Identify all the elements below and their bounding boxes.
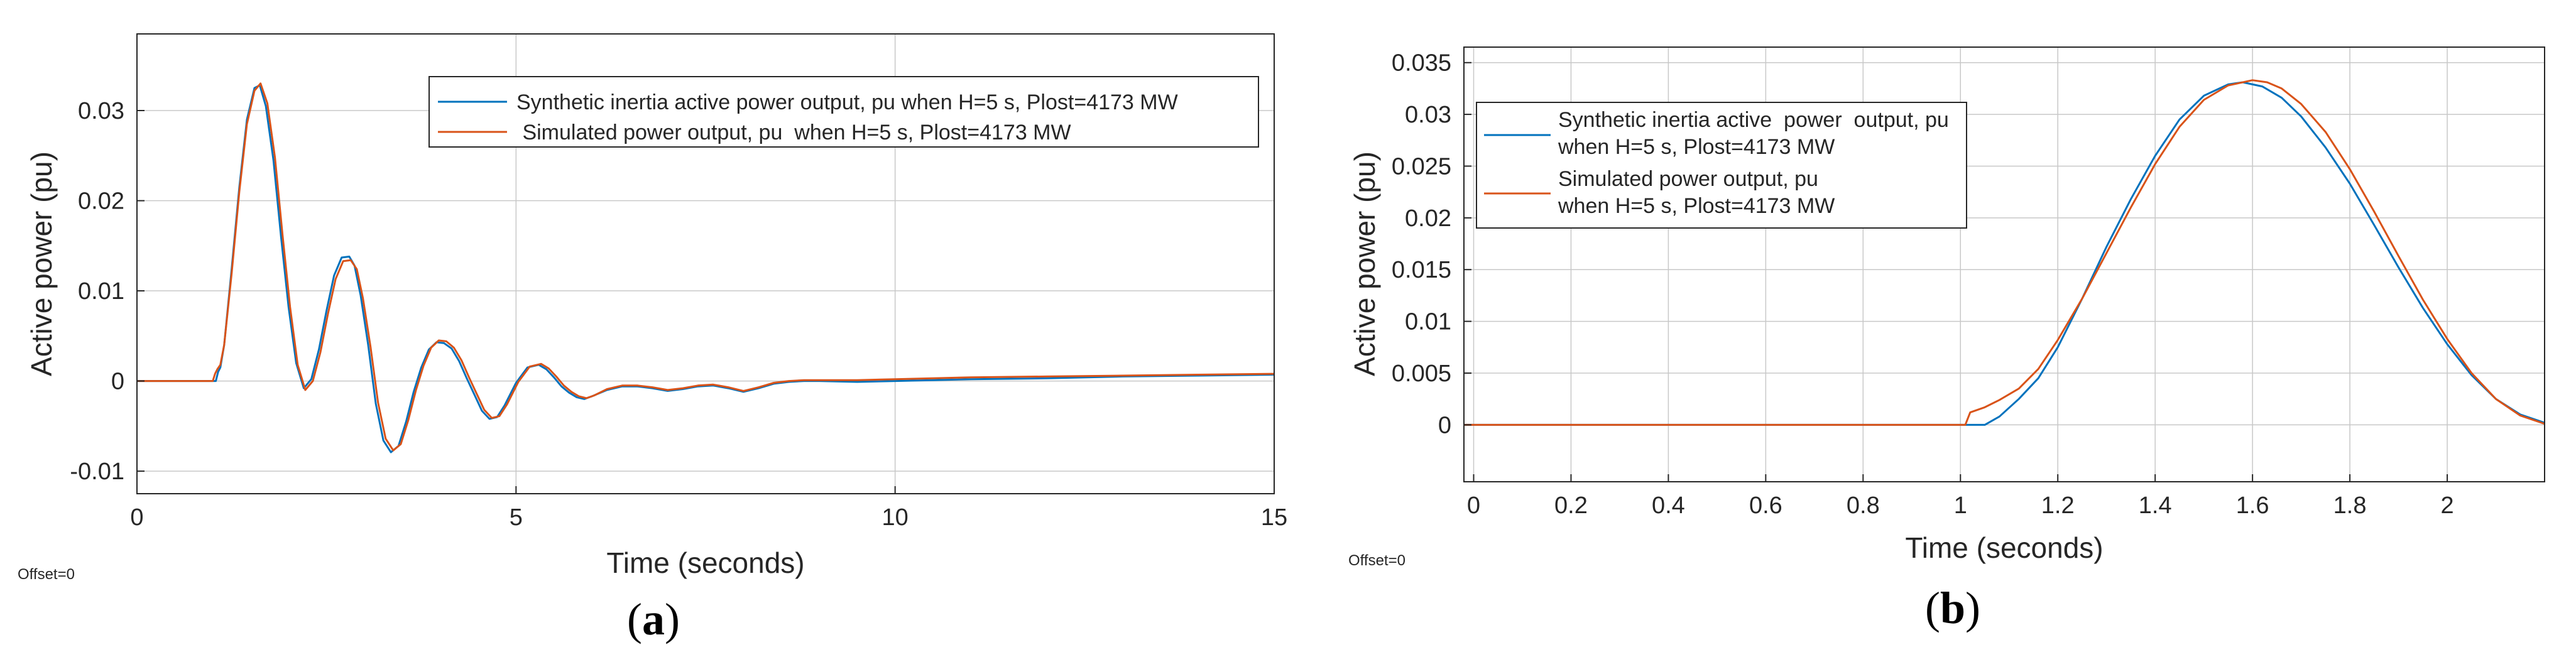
offset-label-a: Offset=0 xyxy=(18,566,75,583)
plot-frame-b xyxy=(1463,46,2545,482)
y-tick-label-b: 0.02 xyxy=(1405,205,1451,232)
legend-label-b-series-2-line-1: Simulated power output, pu xyxy=(1558,167,1818,191)
x-tick-label-b: 0.4 xyxy=(1652,492,1685,519)
panel-caption-a: (a) xyxy=(627,594,680,644)
y-tick-label-a: 0.02 xyxy=(78,188,124,215)
x-tick-label-b: 1.8 xyxy=(2333,492,2367,519)
legend-box-a xyxy=(428,76,1259,148)
x-tick-label-b: 0.6 xyxy=(1749,492,1782,519)
legend-label-b-series-1-line-1: Synthetic inertia active power output, p… xyxy=(1558,108,1949,132)
y-axis-title-a: Active power (pu) xyxy=(25,151,58,376)
x-tick-label-a: 5 xyxy=(510,504,523,531)
series-lines-b xyxy=(1464,79,2545,426)
x-tick-label-a: 0 xyxy=(130,504,143,531)
x-tick-label-a: 10 xyxy=(882,504,909,531)
y-tick-labels-a: -0.01 0 0.01 0.02 0.03 xyxy=(70,98,145,485)
y-tick-label-b: 0.035 xyxy=(1392,50,1451,77)
series-lines-a xyxy=(137,82,1275,453)
series-line-a-2 xyxy=(137,82,1275,452)
legend-box-b xyxy=(1476,102,1967,229)
x-tick-label-b: 0.2 xyxy=(1554,492,1588,519)
x-tick-label-b: 1 xyxy=(1954,492,1967,519)
legend-label-a-series-2: Simulated power output, pu when H=5 s, P… xyxy=(516,121,1071,144)
x-axis-title-a: Time (seconds) xyxy=(606,546,804,579)
x-tick-label-b: 1.4 xyxy=(2139,492,2172,519)
y-tick-label-b: 0.025 xyxy=(1392,153,1451,180)
legend-label-a-series-1: Synthetic inertia active power output, p… xyxy=(516,90,1178,114)
x-tick-label-a: 15 xyxy=(1261,504,1287,531)
legend-label-b-series-2-line-2: when H=5 s, Plost=4173 MW xyxy=(1558,194,1835,218)
y-tick-label-a: 0.03 xyxy=(78,98,124,124)
legend-b: Synthetic inertia active power output, p… xyxy=(1476,102,1967,229)
x-tick-label-b: 0 xyxy=(1467,492,1480,519)
x-tick-label-b: 1.6 xyxy=(2236,492,2269,519)
offset-label-b: Offset=0 xyxy=(1348,552,1405,569)
y-tick-label-b: 0.01 xyxy=(1405,309,1451,335)
x-tick-label-b: 1.2 xyxy=(2041,492,2075,519)
panel-caption-b: (b) xyxy=(1925,583,1980,633)
y-tick-label-b: 0 xyxy=(1438,412,1451,438)
x-tick-label-b: 2 xyxy=(2440,492,2453,519)
x-tick-labels-b: 0 0.2 0.4 0.6 0.8 1 1.2 1.4 1.6 1.8 2 xyxy=(1467,474,2454,519)
series-line-b-1 xyxy=(1464,81,2545,426)
y-tick-label-b: 0.005 xyxy=(1392,361,1451,387)
series-line-b-2 xyxy=(1464,79,2545,426)
chart-panel-b: 0 0.2 0.4 0.6 0.8 1 1.2 1.4 1.6 1.8 2 0 0.005 0.01 0.… xyxy=(1348,46,2545,633)
x-tick-labels-a: 0 5 10 15 xyxy=(130,486,1287,531)
y-tick-label-b: 0.015 xyxy=(1392,257,1451,283)
y-axis-title-b: Active power (pu) xyxy=(1348,151,1381,376)
y-tick-label-a: 0 xyxy=(111,369,124,395)
y-tick-label-a: -0.01 xyxy=(70,459,124,485)
plot-frame-a xyxy=(136,33,1275,494)
y-tick-label-a: 0.01 xyxy=(78,278,124,305)
x-axis-title-b: Time (seconds) xyxy=(1905,531,2103,564)
y-tick-label-b: 0.03 xyxy=(1405,102,1451,128)
legend-label-b-series-1-line-2: when H=5 s, Plost=4173 MW xyxy=(1558,135,1835,159)
legend-a: Synthetic inertia active power output, p… xyxy=(428,76,1259,148)
panel-letter-b: b xyxy=(1940,583,1965,633)
x-tick-label-b: 0.8 xyxy=(1847,492,1880,519)
y-tick-labels-b: 0 0.005 0.01 0.015 0.02 0.025 0.03 0.035 xyxy=(1392,50,1471,438)
panel-letter-a: a xyxy=(642,594,665,644)
